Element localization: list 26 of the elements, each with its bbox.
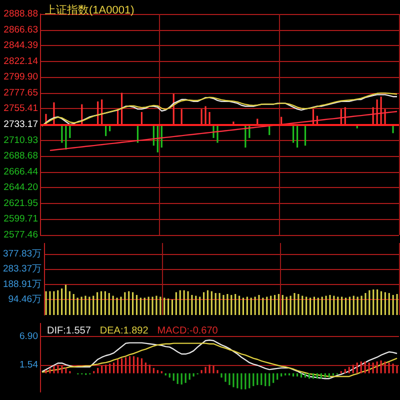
y-tick-label: 2666.44 <box>4 166 38 178</box>
series-label: DEA:1.892 <box>100 326 149 336</box>
y-tick-label: 2621.95 <box>4 198 38 209</box>
y-tick-label: 188.91万 <box>2 278 42 290</box>
text: DIF:1.557 <box>47 326 92 336</box>
y-tick-label: 2755.41 <box>4 103 38 114</box>
y-tick-label: 2733.17 <box>4 119 38 130</box>
y-tick-label: 94.46万 <box>8 294 42 306</box>
y-tick-label: 1.54 <box>20 360 38 371</box>
y-tick-label: 2644.20 <box>4 182 38 194</box>
y-tick-label: 6.90 <box>20 330 38 342</box>
y-tick-label: 2599.71 <box>4 214 38 225</box>
chart-title: 上证指数(1A0001) <box>45 4 134 16</box>
y-tick-label: 2822.14 <box>4 56 38 67</box>
y-tick-label: 2866.63 <box>4 24 38 36</box>
y-tick-label: 2777.65 <box>4 87 38 98</box>
y-tick-label: 2577.46 <box>4 230 38 240</box>
line-series <box>49 110 398 152</box>
y-tick-label: 2844.39 <box>4 40 38 52</box>
y-tick-label: 283.37万 <box>2 264 42 275</box>
y-tick-label: 2710.93 <box>4 134 38 146</box>
y-tick-label: 377.83万 <box>2 248 42 260</box>
y-tick-label: 2688.68 <box>4 150 38 162</box>
y-tick-label: 2799.90 <box>4 72 38 83</box>
y-tick-label: 2888.88 <box>4 8 38 20</box>
text: MACD:-0.670 <box>157 326 218 336</box>
